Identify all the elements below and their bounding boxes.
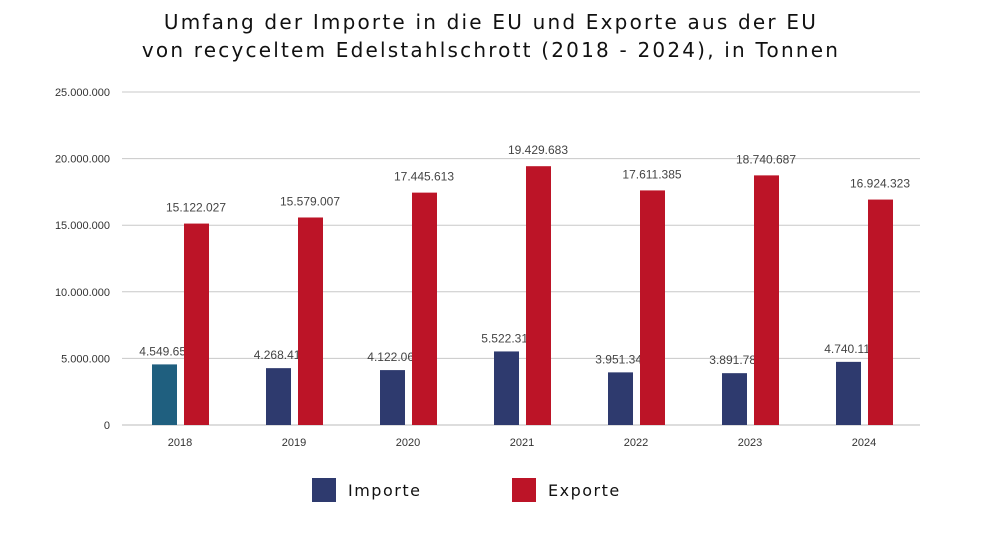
bar-exporte bbox=[526, 166, 551, 425]
x-tick-label: 2019 bbox=[282, 437, 306, 449]
data-label: 5.522.316 bbox=[481, 331, 535, 345]
bar-exporte bbox=[412, 192, 437, 425]
x-tick-label: 2021 bbox=[510, 437, 534, 449]
y-tick-label: 10.000.000 bbox=[55, 287, 110, 299]
x-tick-label: 2018 bbox=[168, 437, 192, 449]
y-tick-label: 0 bbox=[104, 420, 110, 432]
x-tick-label: 2024 bbox=[852, 437, 876, 449]
data-label: 4.268.411 bbox=[254, 348, 307, 362]
chart-title: Umfang der Importe in die EU und Exporte… bbox=[0, 8, 982, 64]
bar-importe bbox=[266, 368, 291, 425]
bar-importe bbox=[494, 351, 519, 425]
bar-exporte bbox=[868, 199, 893, 425]
data-label: 3.891.780 bbox=[709, 353, 763, 367]
data-label: 15.579.007 bbox=[280, 194, 340, 208]
bar-importe bbox=[722, 373, 747, 425]
bar-importe bbox=[836, 361, 861, 425]
x-tick-label: 2022 bbox=[624, 437, 648, 449]
y-tick-label: 15.000.000 bbox=[55, 220, 110, 232]
y-tick-label: 5.000.000 bbox=[61, 353, 110, 365]
legend-swatch-exporte bbox=[512, 478, 536, 502]
x-tick-label: 2020 bbox=[396, 437, 420, 449]
data-label: 4.549.656 bbox=[139, 344, 193, 358]
data-label: 3.951.347 bbox=[595, 352, 649, 366]
bar-importe bbox=[380, 370, 405, 425]
chart-title-line2: von recyceltem Edelstahlschrott (2018 - … bbox=[141, 38, 841, 62]
y-tick-label: 20.000.000 bbox=[55, 154, 110, 166]
bar-importe bbox=[608, 372, 633, 425]
data-label: 17.445.613 bbox=[394, 170, 454, 184]
data-label: 4.122.061 bbox=[367, 350, 421, 364]
data-label: 18.740.687 bbox=[736, 152, 796, 166]
bar-exporte bbox=[298, 217, 323, 425]
data-label: 15.122.027 bbox=[166, 201, 226, 215]
legend-label-exporte: Exporte bbox=[548, 481, 621, 500]
legend-label-importe: Importe bbox=[348, 481, 421, 500]
bar-exporte bbox=[640, 190, 665, 425]
data-label: 16.924.323 bbox=[850, 177, 910, 191]
data-label: 4.740.111 bbox=[824, 342, 876, 356]
y-tick-label: 25.000.000 bbox=[55, 87, 110, 99]
bar-exporte bbox=[184, 223, 209, 425]
data-label: 19.429.683 bbox=[508, 143, 568, 157]
data-label: 17.611.385 bbox=[622, 167, 681, 181]
bar-exporte bbox=[754, 175, 779, 425]
bar-importe bbox=[152, 364, 177, 425]
x-tick-label: 2023 bbox=[738, 437, 762, 449]
chart-title-line1: Umfang der Importe in die EU und Exporte… bbox=[163, 10, 819, 34]
legend-swatch-importe bbox=[312, 478, 336, 502]
